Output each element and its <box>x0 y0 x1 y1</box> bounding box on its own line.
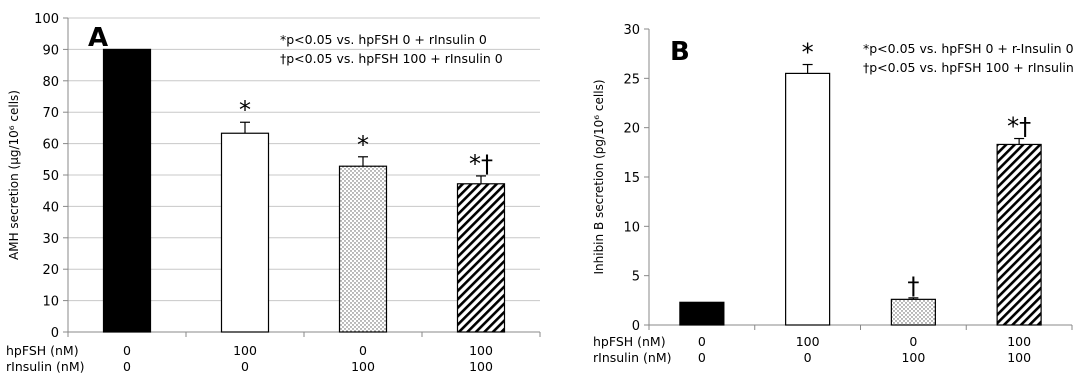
bar <box>785 72 831 326</box>
bar <box>679 301 725 326</box>
significance-marker: * <box>802 39 814 67</box>
row-value: 100 <box>901 350 925 365</box>
bar <box>338 165 388 333</box>
significance-marker: † <box>907 272 919 300</box>
y-tick-label: 80 <box>42 75 59 90</box>
row-value: 100 <box>1007 334 1031 349</box>
y-tick-label: 50 <box>42 169 59 184</box>
chart-panel-a: 0 10 20 30 40 50 60 70 80 90 100 AMH secretion (µg/… <box>6 12 541 374</box>
y-tick-label: 20 <box>623 122 640 137</box>
y-axis-label: AMH secretion (µg/10⁶ cells) <box>7 90 21 260</box>
y-tick-label: 90 <box>42 43 59 58</box>
y-tick-label: 20 <box>42 263 59 278</box>
significance-marker: * <box>357 131 369 159</box>
row-value: 0 <box>698 334 706 349</box>
bar <box>102 48 152 333</box>
row-value: 100 <box>233 343 257 358</box>
row-label: hpFSH (nM) <box>6 343 79 358</box>
significance-marker: * <box>239 96 251 124</box>
panel-letter: A <box>88 23 108 53</box>
row-value: 0 <box>123 343 131 358</box>
row-value: 100 <box>796 334 820 349</box>
significance-note: †p<0.05 vs. hpFSH 100 + rInsulin 0 <box>280 51 503 66</box>
row-value: 100 <box>469 359 493 374</box>
chart-panel-b: 0 5 10 15 20 25 30 Inhibin B secretion (pg/10⁶ … <box>555 0 1078 376</box>
y-tick-label: 30 <box>623 23 640 38</box>
y-tick-label: 100 <box>34 12 59 27</box>
bar <box>220 132 270 333</box>
y-tick-label: 15 <box>623 171 640 186</box>
row-value: 0 <box>909 334 917 349</box>
y-tick-label: 5 <box>632 270 640 285</box>
row-value: 100 <box>1007 350 1031 365</box>
row-value: 0 <box>804 350 812 365</box>
row-label: hpFSH (nM) <box>593 334 666 349</box>
y-tick-label: 60 <box>42 138 59 153</box>
significance-marker: *† <box>469 150 493 178</box>
chart-b-svg: 0 5 10 15 20 25 30 Inhibin B secretion (pg/10⁶ … <box>592 23 1078 365</box>
row-label: rInsulin (nM) <box>6 359 85 374</box>
y-tick-label: 0 <box>51 326 59 341</box>
row-value: 100 <box>351 359 375 374</box>
chart-a-svg: 0 10 20 30 40 50 60 70 80 90 100 AMH secretion (µg/… <box>6 12 541 374</box>
y-tick-label: 0 <box>632 319 640 334</box>
y-tick-label: 40 <box>42 200 59 215</box>
row-value: 100 <box>469 343 493 358</box>
row-value: 0 <box>698 350 706 365</box>
row-label: rInsulin (nM) <box>593 350 672 365</box>
bar <box>456 183 506 333</box>
row-value: 0 <box>123 359 131 374</box>
y-tick-label: 25 <box>623 72 640 87</box>
y-axis-label: Inhibin B secretion (pg/10⁶ cells) <box>592 79 606 274</box>
panel-letter: B <box>670 37 690 67</box>
bar <box>996 143 1042 326</box>
row-value: 0 <box>359 343 367 358</box>
y-tick-label: 70 <box>42 106 59 121</box>
significance-marker: *† <box>1007 113 1031 141</box>
significance-note: †p<0.05 vs. hpFSH 100 + rInsulin 0 <box>863 60 1078 75</box>
y-tick-label: 10 <box>623 220 640 235</box>
row-value: 0 <box>241 359 249 374</box>
y-tick-label: 10 <box>42 295 59 310</box>
significance-note: *p<0.05 vs. hpFSH 0 + r-Insulin 0 <box>863 41 1074 56</box>
bar <box>890 298 936 326</box>
y-tick-label: 30 <box>42 232 59 247</box>
significance-note: *p<0.05 vs. hpFSH 0 + rInsulin 0 <box>280 32 487 47</box>
